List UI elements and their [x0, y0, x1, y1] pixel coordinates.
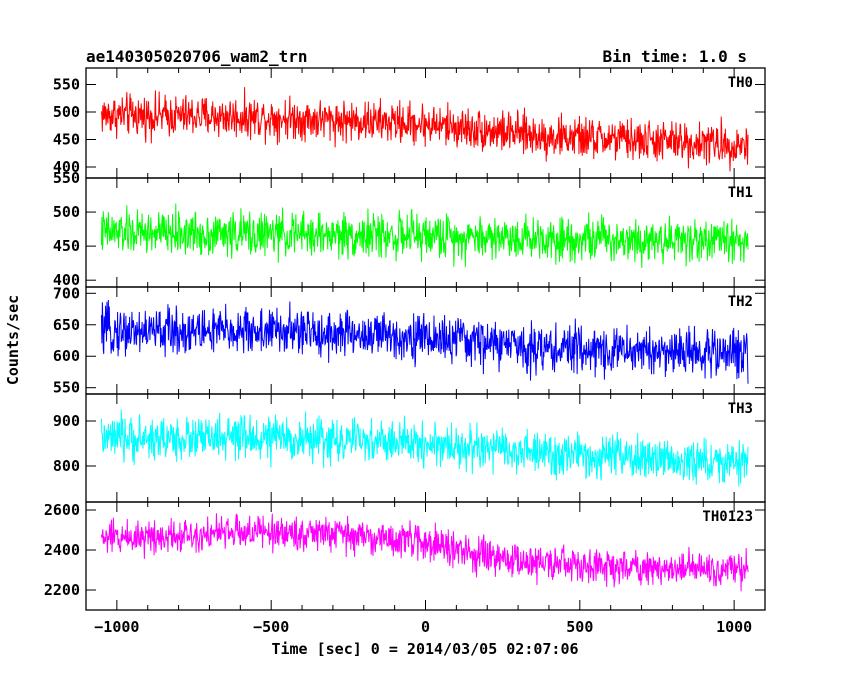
x-tick-label: 500 — [566, 618, 593, 636]
y-tick-label: 450 — [53, 131, 80, 149]
panels-group: 400 450 500 550 TH0 400 450 500 550 TH1 550 600 650 7… — [44, 67, 766, 611]
x-tick-label: −500 — [253, 618, 289, 636]
y-axis-label: Counts/sec — [4, 295, 22, 385]
series-line-th2 — [100, 300, 749, 384]
y-tick-label: 500 — [53, 103, 80, 121]
bin-time-label: Bin time: 1.0 s — [603, 47, 748, 66]
panel-label: TH0123 — [702, 509, 753, 525]
x-axis: −1000 −500 0 500 1000 — [94, 618, 752, 636]
panel-th3: 800 900 TH3 — [53, 393, 766, 503]
y-tick-label: 2400 — [44, 541, 80, 559]
panel-th2: 550 600 650 700 TH2 — [53, 284, 766, 397]
y-tick-label: 550 — [53, 76, 80, 94]
x-tick-label: 0 — [421, 618, 430, 636]
series-line-th0123 — [100, 513, 749, 592]
panel-frame — [85, 286, 766, 395]
y-tick-label: 600 — [53, 347, 80, 365]
x-axis-label: Time [sec] 0 = 2014/03/05 02:07:06 — [271, 640, 578, 658]
panel-th0123: 2200 2400 2600 TH0123 — [44, 501, 766, 611]
panel-th0: 400 450 500 550 TH0 — [53, 67, 766, 179]
y-tick-label: 2200 — [44, 581, 80, 599]
chart-title: ae140305020706_wam2_trn — [86, 47, 308, 66]
y-tick-label: 400 — [53, 271, 80, 289]
series-line-th1 — [100, 203, 749, 268]
panel-label: TH1 — [728, 185, 753, 201]
y-tick-label: 800 — [53, 457, 80, 475]
y-tick-label: 400 — [53, 158, 80, 176]
panel-label: TH3 — [728, 401, 753, 417]
x-tick-label: 1000 — [716, 618, 752, 636]
y-tick-label: 2600 — [44, 501, 80, 519]
y-tick-label: 500 — [53, 203, 80, 221]
y-tick-label: 550 — [53, 379, 80, 397]
panel-th1: 400 450 500 550 TH1 — [53, 169, 766, 289]
y-tick-label: 650 — [53, 316, 80, 334]
panel-label: TH2 — [728, 294, 753, 310]
y-tick-label: 700 — [53, 284, 80, 302]
panel-frame — [85, 393, 766, 503]
series-line-th3 — [100, 409, 749, 487]
panel-label: TH0 — [728, 75, 753, 91]
y-tick-label: 450 — [53, 237, 80, 255]
series-line-th0 — [100, 87, 749, 172]
x-tick-label: −1000 — [94, 618, 139, 636]
y-tick-label: 550 — [53, 169, 80, 187]
y-tick-label: 900 — [53, 412, 80, 430]
